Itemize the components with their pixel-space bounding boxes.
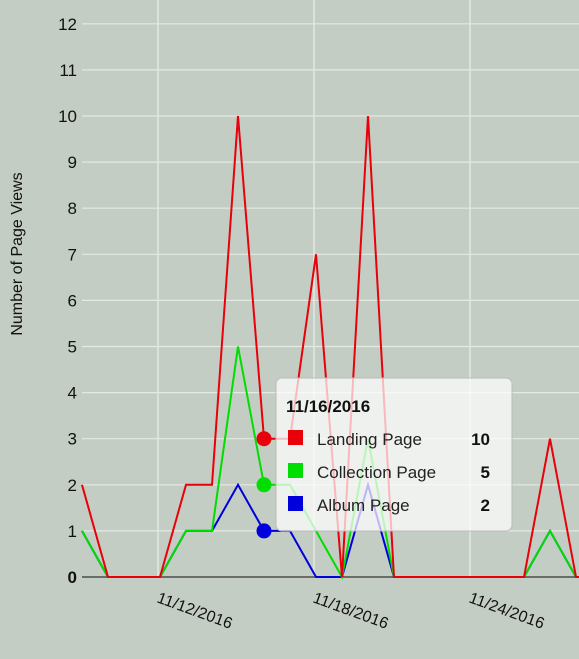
marker-collection-page [256, 477, 272, 493]
highlight-markers [256, 431, 272, 539]
y-tick-label: 8 [68, 199, 77, 218]
x-tick-label: 11/18/2016 [311, 590, 391, 633]
y-tick-label: 10 [58, 107, 77, 126]
tooltip-title: 11/16/2016 [286, 397, 370, 416]
marker-album-page [256, 523, 272, 539]
y-tick-label: 7 [68, 245, 77, 264]
tooltip-swatch-landing-page [288, 430, 303, 445]
marker-landing-page [256, 431, 272, 447]
y-tick-label: 0 [68, 568, 77, 587]
y-tick-label: 2 [68, 476, 77, 495]
x-tick-label: 11/24/2016 [467, 590, 547, 633]
y-tick-label: 5 [68, 338, 77, 357]
y-tick-label: 12 [58, 15, 77, 34]
tooltip-value-landing-page: 10 [471, 430, 490, 449]
tooltip-value-collection-page: 5 [481, 463, 490, 482]
y-tick-label: 11 [59, 61, 77, 80]
y-tick-label: 6 [68, 291, 77, 310]
tooltip: 11/16/2016 Landing Page 10 Collection Pa… [275, 377, 513, 532]
y-tick-label: 4 [68, 384, 77, 403]
series-line-landing-page [81, 115, 579, 578]
tooltip-value-album-page: 2 [481, 496, 490, 515]
y-tick-label: 1 [68, 522, 77, 541]
tooltip-swatch-album-page [288, 496, 303, 511]
tooltip-label-album-page: Album Page [317, 496, 410, 515]
tooltip-label-landing-page: Landing Page [317, 430, 422, 449]
y-axis-title: Number of Page Views [9, 172, 26, 335]
tooltip-box [275, 377, 513, 532]
tooltip-label-collection-page: Collection Page [317, 463, 436, 482]
y-tick-label: 3 [68, 430, 77, 449]
y-tick-label: 9 [68, 153, 77, 172]
x-tick-label: 11/12/2016 [155, 590, 235, 633]
tooltip-swatch-collection-page [288, 463, 303, 478]
